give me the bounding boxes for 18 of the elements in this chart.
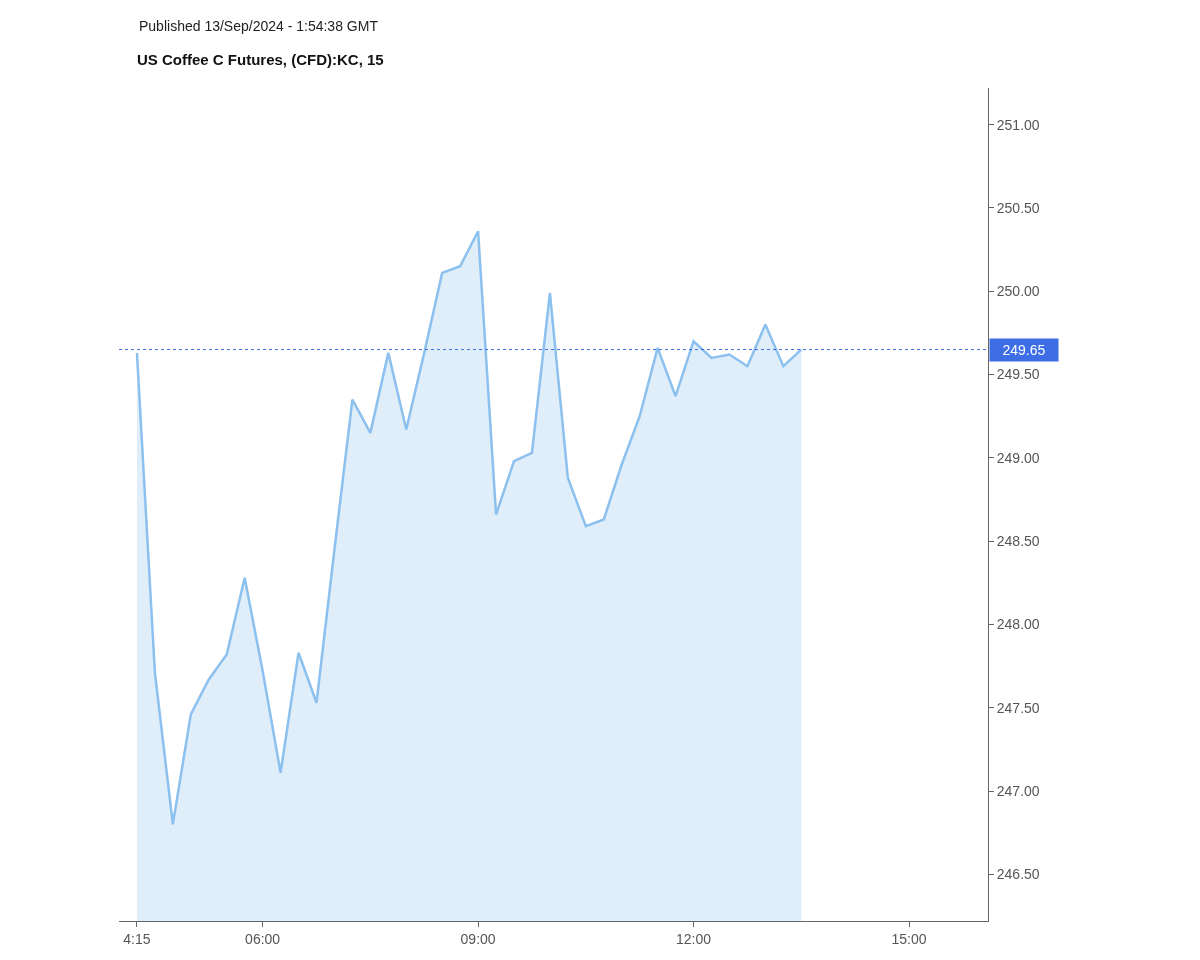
x-tick-label: 06:00 bbox=[245, 930, 281, 947]
y-tick-label: 249.00 bbox=[996, 449, 1040, 466]
y-tick-label: 250.50 bbox=[996, 199, 1040, 216]
ref-line-label: 249.65 bbox=[1002, 342, 1046, 358]
y-tick-label: 247.50 bbox=[996, 699, 1040, 716]
y-tick-label: 248.00 bbox=[996, 616, 1040, 633]
y-tick-label: 246.50 bbox=[996, 866, 1040, 883]
y-tick-label: 247.00 bbox=[996, 782, 1040, 799]
y-tick-label: 251.00 bbox=[996, 116, 1040, 133]
text: Published 13/Sep/2024 - 1:54:38 GMT bbox=[139, 18, 379, 34]
y-tick-label: 248.50 bbox=[996, 533, 1040, 550]
x-tick-label: 09:00 bbox=[460, 930, 496, 947]
y-tick-label: 249.50 bbox=[996, 366, 1040, 383]
x-tick-label: 12:00 bbox=[676, 930, 712, 947]
chart-title: US Coffee C Futures, (CFD):KC, 15 bbox=[137, 51, 384, 69]
x-tick-label: 4:15 bbox=[123, 930, 151, 947]
x-tick-label: 15:00 bbox=[891, 930, 927, 947]
y-tick-label: 250.00 bbox=[996, 283, 1040, 300]
